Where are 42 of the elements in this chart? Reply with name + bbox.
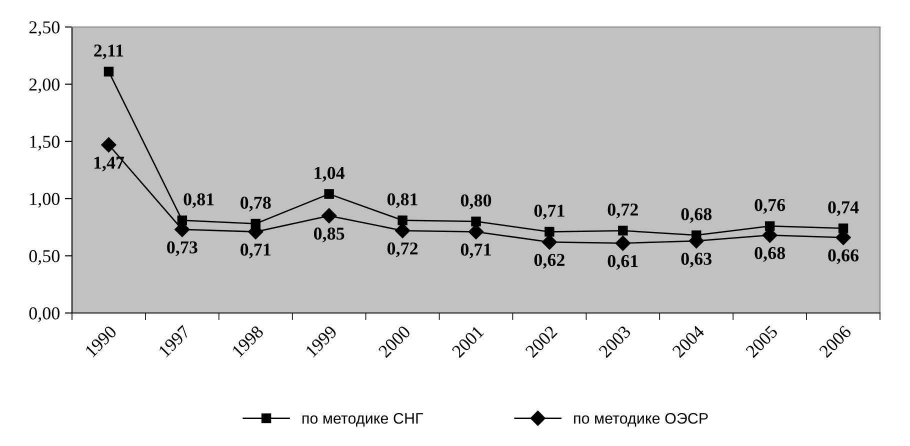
point	[322, 208, 337, 224]
data-label: 0,85	[314, 228, 344, 242]
data-label: 0,76	[754, 198, 786, 214]
data-label: 0,71	[460, 244, 491, 258]
point	[615, 236, 630, 251]
point	[104, 66, 114, 76]
point	[324, 189, 334, 199]
point	[544, 226, 554, 237]
data-label: 0,72	[387, 242, 418, 258]
y-tick-label: 2,00	[29, 78, 60, 94]
data-label: 0,81	[184, 193, 214, 208]
point	[468, 224, 484, 240]
data-label: 0,61	[608, 254, 638, 270]
point	[394, 223, 410, 238]
y-tick-label: 1,00	[30, 192, 60, 208]
data-label: 0,80	[460, 194, 492, 210]
y-tick-label: 0,00	[29, 307, 60, 322]
data-label: 0,71	[240, 244, 270, 258]
data-label: 0,62	[534, 254, 564, 269]
point	[618, 226, 628, 236]
data-label: 0,63	[681, 252, 712, 268]
data-label: 0,78	[240, 196, 271, 212]
y-tick-label: 2,50	[29, 21, 60, 36]
data-label: 2,11	[94, 44, 124, 60]
point	[398, 215, 408, 226]
data-label: 0,66	[828, 249, 859, 264]
data-label: 0,81	[387, 193, 418, 208]
data-label: 0,68	[681, 208, 712, 223]
point	[471, 216, 481, 226]
data-label: 0,71	[534, 204, 564, 220]
data-label: 1,47	[94, 156, 124, 172]
legend-label: по методике ОЭСР	[574, 412, 708, 427]
y-tick-label: 1,50	[30, 136, 60, 150]
data-label: 0,74	[828, 201, 859, 216]
point	[101, 137, 116, 152]
point	[542, 234, 558, 250]
data-label: 1,04	[314, 166, 345, 182]
data-label: 0,68	[754, 246, 786, 262]
legend-label: по методике СНГ	[302, 412, 424, 427]
data-label: 0,72	[608, 204, 638, 218]
data-label: 0,73	[167, 241, 198, 256]
y-tick-label: 0,50	[29, 250, 60, 265]
